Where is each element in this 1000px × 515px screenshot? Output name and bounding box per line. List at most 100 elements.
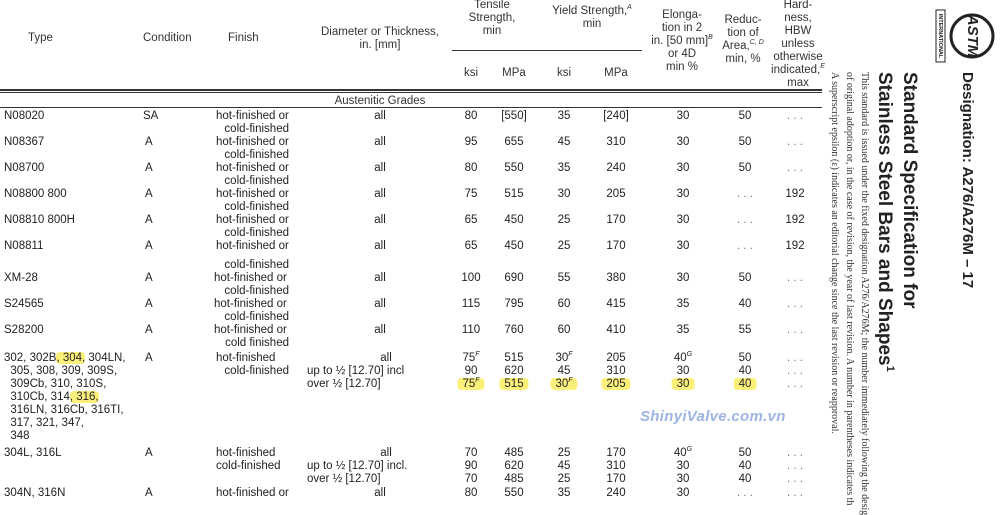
ts-mpa-cell: 655 [504, 136, 523, 148]
ts-mpa-cell: 550 [504, 162, 523, 174]
value: 80 [464, 162, 478, 174]
notice-line-1: This standard is issued under the fixed … [859, 72, 870, 515]
section-rule [0, 107, 822, 108]
ts-mpa-cell: [550] [501, 110, 527, 122]
value: 50 [738, 352, 752, 364]
red-cell: . . . [737, 214, 753, 226]
hard-cell: . . . [787, 110, 803, 122]
hardness-header-text: otherwise [773, 51, 823, 63]
col-header-diameter: Diameter or Thickness, in. [mm] [321, 26, 439, 52]
ys-ksi-cell: 45 [558, 460, 571, 472]
hardness-header-line: unless [771, 38, 825, 51]
col-header-hardness: Hard-ness, HBW unless otherwise indicated,E m… [771, 0, 825, 90]
value: 485 [504, 447, 524, 459]
reduction-header-text: Area, [722, 40, 750, 52]
elongation-header-text: in. [50 mm] [651, 35, 709, 47]
hard-cell: . . . [787, 473, 803, 485]
value: . . . [787, 298, 803, 310]
elong-cell: 35 [677, 324, 690, 336]
value: 80 [464, 487, 478, 499]
footnote-marker: F [475, 377, 480, 384]
value: 30 [557, 188, 571, 200]
ts-mpa-cell: 450 [504, 214, 523, 226]
value: 30 [676, 188, 690, 200]
reduction-header-text: min, % [725, 53, 761, 65]
value: . . . [737, 240, 753, 252]
ts-mpa-cell: 515 [504, 352, 523, 364]
value: 310 [606, 460, 626, 472]
value: . . . [787, 447, 803, 459]
diameter-cell: all [374, 324, 386, 336]
red-cell: . . . [737, 487, 753, 499]
value: 70 [464, 447, 478, 459]
value: 40 [738, 298, 752, 310]
condition-cell: A [145, 324, 153, 336]
value: 450 [504, 214, 524, 226]
elong-cell: 30 [677, 365, 690, 377]
type-cell: S28200 [4, 324, 44, 336]
ys-mpa-cell: 310 [606, 136, 625, 148]
condition-cell: A [145, 447, 153, 459]
value: 90 [464, 460, 478, 472]
hardness-header-text: HBW [784, 25, 812, 37]
ts-ksi-cell: 80 [465, 162, 478, 174]
elong-cell: 30 [677, 460, 690, 472]
ys-ksi-cell: 30F [550, 377, 578, 390]
finish-cell: hot-finished or [214, 298, 287, 310]
ts-mpa-cell: 620 [504, 365, 523, 377]
col-header-yield-text: Yield Strength, [552, 5, 628, 17]
title-line-2: Stainless Steel Bars and Shapes [874, 72, 895, 366]
finish-cell: cold-finished [224, 227, 289, 239]
red-cell: . . . [737, 240, 753, 252]
value: . . . [787, 473, 803, 485]
ts-ksi-cell: 110 [462, 324, 480, 336]
value: 310 [606, 136, 626, 148]
type-text: 304LN, [85, 352, 126, 364]
value: 40 [673, 447, 687, 459]
value: 205 [606, 378, 626, 390]
value: 760 [504, 324, 524, 336]
hard-cell: 192 [785, 188, 804, 200]
hardness-header-text: ness, [784, 12, 812, 24]
value: 485 [504, 473, 524, 485]
ts-ksi-cell: 90 [465, 365, 478, 377]
ts-mpa-cell: 515 [499, 378, 529, 390]
value: 550 [504, 162, 524, 174]
value: 240 [606, 487, 626, 499]
finish-cell: hot-finished or [216, 188, 289, 200]
elongation-header-line: in. [50 mm]B [651, 34, 713, 48]
condition-cell: A [145, 298, 153, 310]
value: 95 [464, 136, 478, 148]
value: 30 [676, 240, 690, 252]
diameter-cell: over ½ [12.70] [307, 473, 381, 485]
ys-mpa-cell: 310 [606, 460, 625, 472]
type-cell: 310Cb, 314, 316, [4, 391, 99, 403]
value: 30 [555, 378, 569, 390]
ys-ksi-cell: 35 [558, 162, 571, 174]
value: 35 [557, 162, 571, 174]
value: 25 [557, 473, 571, 485]
hardness-header-line: HBW [771, 25, 825, 38]
ys-ksi-cell: 45 [558, 136, 571, 148]
astm-logo-icon: ASTM INTERNATIONAL [935, 9, 995, 63]
elong-cell: 30 [677, 214, 690, 226]
col-header-tensile-line3: min [482, 25, 502, 37]
footnote-marker: F [568, 377, 573, 384]
diameter-cell: up to ½ [12.70] incl. [307, 460, 408, 472]
red-cell: 50 [739, 272, 752, 284]
value: 30 [676, 487, 690, 499]
finish-cell: cold-finished [224, 259, 289, 271]
finish-cell: hot-finished or [216, 136, 289, 148]
finish-cell: cold-finished [224, 175, 289, 187]
value: 40 [673, 352, 687, 364]
value: 35 [676, 298, 690, 310]
finish-cell: cold-finished [224, 123, 289, 135]
red-cell: 40 [739, 460, 752, 472]
footnote-marker: C, D [749, 39, 764, 46]
svg-text:ASTM: ASTM [964, 14, 981, 58]
type-cell: N08367 [4, 136, 44, 148]
ts-ksi-cell: 95 [465, 136, 478, 148]
value: 515 [504, 352, 524, 364]
value: 30 [676, 110, 690, 122]
